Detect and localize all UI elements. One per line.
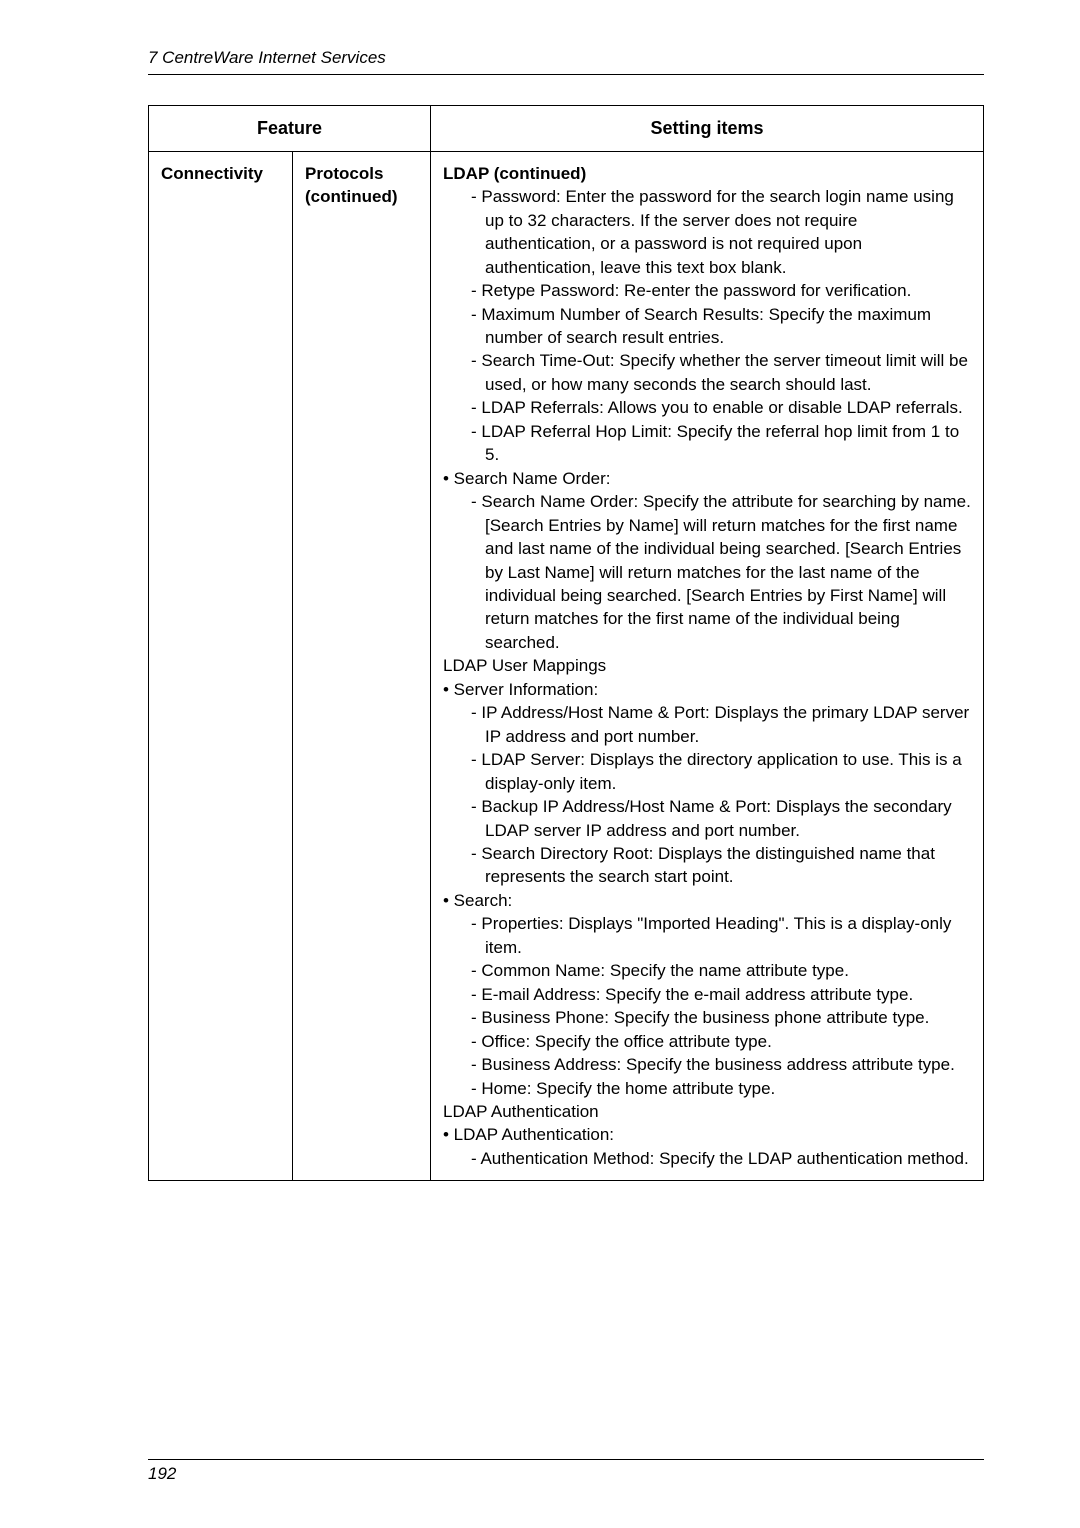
setting-line: - Business Phone: Specify the business p… [443,1006,971,1029]
setting-line: - LDAP Referral Hop Limit: Specify the r… [443,420,971,467]
bullet-ldap-auth: • LDAP Authentication: [443,1123,971,1146]
bullet-search: • Search: [443,889,971,912]
ldap-title: LDAP (continued) [443,162,971,185]
header-title: 7 CentreWare Internet Services [148,48,984,68]
table-row: Connectivity Protocols (continued) LDAP … [149,151,984,1180]
table-header-row: Feature Setting items [149,106,984,152]
setting-line: - Search Directory Root: Displays the di… [443,842,971,889]
setting-line: - E-mail Address: Specify the e-mail add… [443,983,971,1006]
cell-connectivity: Connectivity [149,151,293,1180]
setting-line: - Authentication Method: Specify the LDA… [443,1147,971,1170]
protocols-continued: (continued) [305,185,418,208]
footer-rule [148,1459,984,1460]
settings-table: Feature Setting items Connectivity Proto… [148,105,984,1181]
setting-line: - Home: Specify the home attribute type. [443,1077,971,1100]
setting-line: - Retype Password: Re-enter the password… [443,279,971,302]
ldap-user-mappings: LDAP User Mappings [443,654,971,677]
ldap-authentication: LDAP Authentication [443,1100,971,1123]
setting-line: - Common Name: Specify the name attribut… [443,959,971,982]
footer: 192 [148,1459,984,1484]
cell-settings: LDAP (continued) - Password: Enter the p… [431,151,984,1180]
setting-line: - IP Address/Host Name & Port: Displays … [443,701,971,748]
header-feature: Feature [149,106,431,152]
header-setting: Setting items [431,106,984,152]
setting-line: - Search Time-Out: Specify whether the s… [443,349,971,396]
setting-line: - Backup IP Address/Host Name & Port: Di… [443,795,971,842]
setting-line: - LDAP Server: Displays the directory ap… [443,748,971,795]
setting-line: - Properties: Displays "Imported Heading… [443,912,971,959]
setting-line: - Maximum Number of Search Results: Spec… [443,303,971,350]
cell-protocols: Protocols (continued) [293,151,431,1180]
page-number: 192 [148,1464,984,1484]
setting-line: - Search Name Order: Specify the attribu… [443,490,971,654]
protocols-label: Protocols [305,162,418,185]
setting-line: - LDAP Referrals: Allows you to enable o… [443,396,971,419]
setting-line: - Business Address: Specify the business… [443,1053,971,1076]
connectivity-label: Connectivity [161,164,263,183]
bullet-search-name-order: • Search Name Order: [443,467,971,490]
header-rule [148,74,984,75]
setting-line: - Office: Specify the office attribute t… [443,1030,971,1053]
bullet-server-info: • Server Information: [443,678,971,701]
setting-line: - Password: Enter the password for the s… [443,185,971,279]
